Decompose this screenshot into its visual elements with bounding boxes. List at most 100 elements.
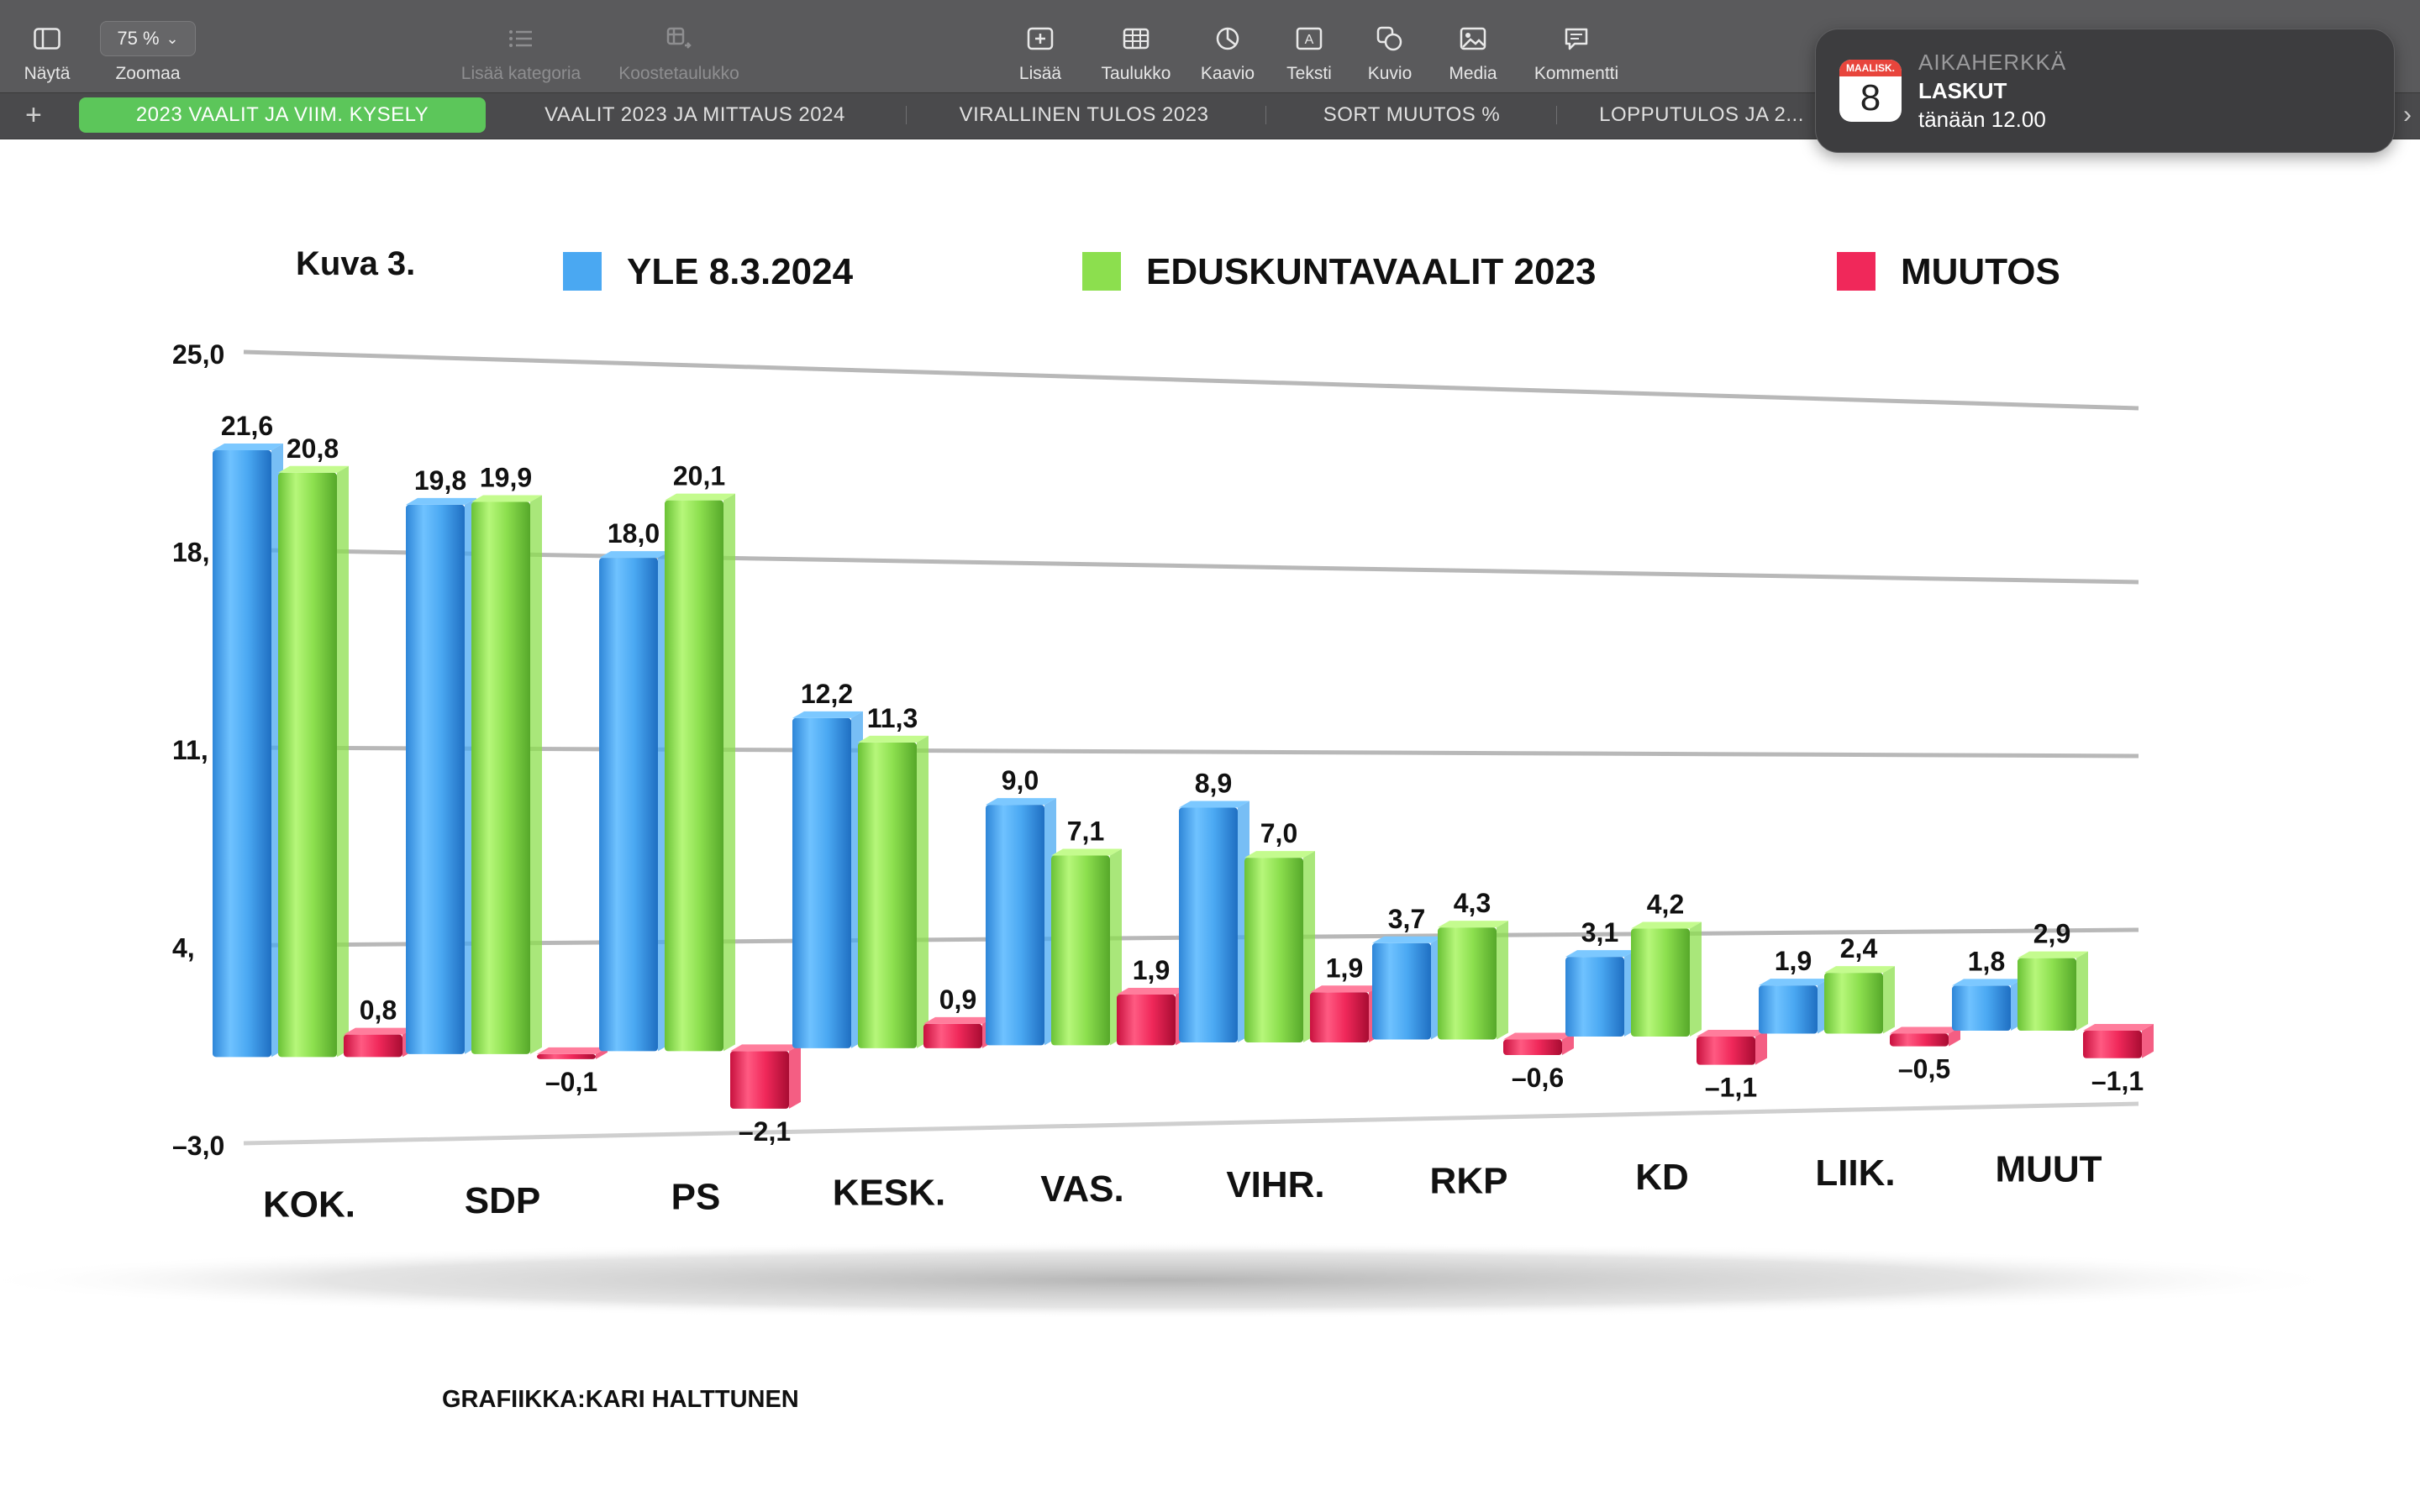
gridline — [243, 548, 2139, 585]
text-button[interactable]: A Teksti — [1277, 0, 1341, 92]
bar-liik-1 — [1824, 973, 1883, 1034]
list-icon — [508, 22, 534, 55]
bar-top — [1179, 801, 1249, 808]
comment-icon — [1564, 22, 1589, 55]
tab-lopputulos[interactable]: LOPPUTULOS JA 2... — [1599, 103, 1804, 126]
bar-top — [1890, 1026, 1960, 1034]
zoom-select[interactable]: 75 % ⌄ — [100, 21, 196, 56]
x-tick-label: KD — [1635, 1157, 1689, 1198]
data-label: –0,1 — [545, 1067, 597, 1097]
bar-kesk-0 — [792, 717, 851, 1048]
table-button[interactable]: Taulukko — [1092, 0, 1180, 92]
bar-rkp-0 — [1372, 942, 1431, 1040]
pivot-table-icon — [666, 22, 692, 55]
pivot-table-button[interactable]: Koostetaulukko — [608, 0, 750, 92]
media-button[interactable]: Media — [1439, 0, 1507, 92]
chevron-right-icon[interactable]: › — [2403, 101, 2412, 129]
bar-top — [1438, 921, 1508, 928]
notification-title: LASKUT — [1918, 78, 2007, 103]
bar-vas-2 — [1117, 994, 1176, 1046]
data-label: 1,9 — [1775, 946, 1812, 976]
tab-sort-muutos[interactable]: SORT MUUTOS % — [1323, 103, 1501, 126]
zoom-value: 75 % — [117, 28, 160, 49]
data-label: 1,8 — [1968, 946, 2005, 976]
pivot-table-label: Koostetaulukko — [618, 64, 739, 83]
data-label: 18,0 — [608, 518, 660, 549]
view-button[interactable]: Näytä — [17, 0, 77, 92]
sidebar-icon — [34, 22, 60, 55]
chart-title: Kuva 3. — [296, 245, 415, 282]
bar-side — [1562, 1032, 1574, 1056]
legend-label: EDUSKUNTAVAALIT 2023 — [1146, 251, 1596, 292]
bar-sdp-1 — [471, 501, 530, 1054]
bar-top — [1631, 921, 1702, 929]
bar-kesk-2 — [923, 1023, 982, 1048]
bar-vihr-0 — [1179, 807, 1238, 1042]
bar-side — [789, 1044, 801, 1109]
bar-top — [2018, 951, 2088, 958]
tab-2023-vaalit-ja-viim-kysely[interactable]: 2023 VAALIT JA VIIM. KYSELY — [79, 97, 486, 133]
shape-label: Kuvio — [1367, 64, 1413, 83]
bar-top — [1565, 950, 1636, 958]
bar-top — [1244, 851, 1315, 858]
data-label: 2,4 — [1840, 933, 1878, 963]
data-label: 20,1 — [673, 461, 725, 491]
text-label: Teksti — [1286, 64, 1332, 83]
bar-vihr-2 — [1310, 992, 1369, 1042]
add-category-label: Lisää kategoria — [460, 64, 581, 83]
bar-top — [278, 465, 349, 473]
tab-virallinen-tulos-2023[interactable]: VIRALLINEN TULOS 2023 — [959, 103, 1209, 126]
calendar-month: MAALISK. — [1839, 60, 1902, 76]
add-sheet-icon[interactable]: + — [25, 98, 42, 131]
bar-side — [723, 493, 735, 1052]
data-label: 20,8 — [287, 433, 339, 464]
chart-label: Kaavio — [1200, 64, 1255, 83]
bar-kok-0 — [213, 450, 271, 1058]
bar-top — [1372, 936, 1443, 943]
bar-top — [792, 711, 863, 718]
data-label: –1,1 — [2091, 1066, 2144, 1096]
calendar-icon: MAALISK. 8 — [1839, 60, 1902, 122]
add-category-button[interactable]: Lisää kategoria — [450, 0, 592, 92]
data-label: 19,8 — [414, 465, 466, 496]
tab-vaalit-2023-ja-mittaus-2024[interactable]: VAALIT 2023 JA MITTAUS 2024 — [544, 103, 845, 126]
bar-chart: 25,0 18, 11, 4, –3,0 21,6 20,8 0,8 KOK. 19,8 19,9 –… — [0, 245, 2353, 1413]
bar-ps-0 — [599, 558, 658, 1052]
table-label: Taulukko — [1101, 64, 1171, 83]
x-tick-label: PS — [671, 1176, 721, 1217]
data-label: 3,7 — [1388, 904, 1425, 934]
bar-vas-0 — [986, 805, 1044, 1046]
chevron-down-icon: ⌄ — [166, 29, 179, 47]
data-label: 0,9 — [939, 984, 976, 1015]
x-tick-label: RKP — [1430, 1160, 1508, 1201]
table-icon — [1123, 22, 1150, 55]
x-tick-label: SDP — [465, 1180, 540, 1221]
bar-top — [730, 1044, 801, 1052]
data-label: 7,0 — [1260, 818, 1297, 848]
data-label: –0,5 — [1898, 1054, 1950, 1084]
insert-label: Lisää — [1018, 64, 1062, 83]
plus-box-icon — [1027, 22, 1054, 55]
bar-muut-0 — [1952, 985, 2011, 1032]
bar-top — [599, 551, 670, 559]
view-label: Näytä — [24, 64, 71, 83]
bar-top — [858, 735, 929, 743]
media-label: Media — [1449, 64, 1497, 83]
notification-banner[interactable]: MAALISK. 8 AIKAHERKKÄ LASKUT tänään 12.0… — [1815, 29, 2395, 153]
bar-side — [1497, 921, 1508, 1040]
bar-kesk-1 — [858, 742, 917, 1048]
data-label: 1,9 — [1133, 955, 1170, 985]
shape-button[interactable]: Kuvio — [1358, 0, 1422, 92]
legend-swatch — [1837, 252, 1876, 291]
x-tick-label: KOK. — [263, 1184, 355, 1226]
comment-button[interactable]: Kommentti — [1526, 0, 1627, 92]
notification-app: AIKAHERKKÄ — [1918, 50, 2067, 75]
bar-top — [344, 1027, 414, 1035]
bar-top — [986, 798, 1056, 806]
legend-swatch — [1082, 252, 1121, 291]
bar-side — [2142, 1024, 2154, 1058]
chart-button[interactable]: Kaavio — [1193, 0, 1262, 92]
insert-button[interactable]: Lisää — [1008, 0, 1072, 92]
zoom-control[interactable]: 75 % ⌄ Zoomaa — [97, 0, 198, 92]
legend-swatch — [563, 252, 602, 291]
